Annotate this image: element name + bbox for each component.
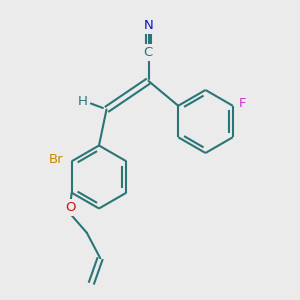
Text: C: C	[143, 46, 152, 59]
Text: N: N	[144, 19, 153, 32]
Text: O: O	[65, 201, 76, 214]
Text: F: F	[238, 97, 246, 110]
Text: H: H	[78, 94, 88, 108]
Text: Br: Br	[49, 153, 63, 166]
